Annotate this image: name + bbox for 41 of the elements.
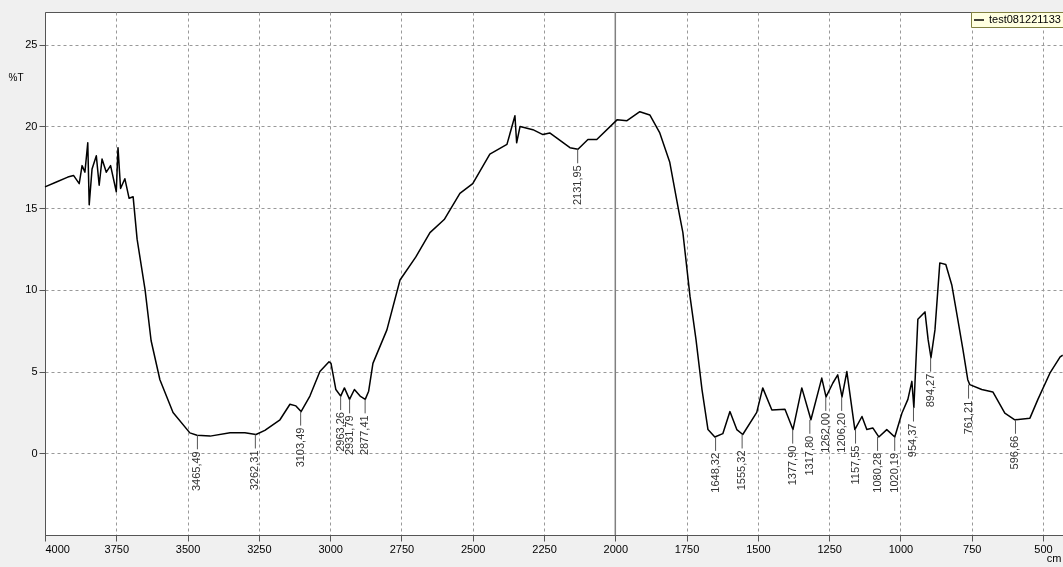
annotation: 1317,80 (802, 435, 815, 476)
y-axis-title: %T (8, 71, 24, 83)
annotation: 3262,31 (248, 450, 261, 491)
x-tick-label: 2250 (532, 542, 557, 555)
x-tick-label: 500 (1034, 542, 1053, 555)
x-tick-label: 1250 (817, 542, 842, 555)
y-tick-label: 10 (25, 283, 38, 296)
x-tick-label: 3000 (318, 542, 343, 555)
x-tick-label: 4000 (45, 542, 70, 555)
x-tick-label: 1000 (888, 542, 914, 555)
annotation: 1157,55 (848, 445, 861, 485)
y-tick-label: 0 (31, 446, 38, 459)
annotation: 1206,20 (834, 412, 847, 453)
annotation: 1020,19 (887, 452, 900, 493)
x-tick-label: 2750 (389, 542, 415, 555)
x-tick-label: 2000 (603, 542, 629, 555)
annotation: 1555,32 (735, 450, 748, 491)
x-tick-label: 3500 (175, 542, 201, 555)
annotation: 1080,28 (870, 452, 883, 493)
x-tick-label: 3250 (247, 542, 272, 555)
annotation: 3103,49 (293, 427, 306, 468)
annotation: 894,27 (923, 373, 936, 408)
annotation: 954,37 (906, 423, 919, 458)
annotation: 1262,00 (818, 412, 831, 453)
x-tick-label: 1750 (674, 542, 700, 555)
y-tick-label: 15 (25, 201, 38, 214)
annotation: 596,66 (1008, 435, 1021, 470)
annotation: 761,21 (961, 400, 974, 435)
legend-label: test081221133 (989, 13, 1061, 25)
y-tick-label: 5 (31, 365, 38, 378)
annotation: 2877,41 (358, 415, 371, 456)
annotation: 1377,90 (785, 445, 798, 486)
y-tick-label: 20 (25, 119, 38, 132)
annotation: 3465,49 (190, 451, 203, 492)
annotation: 1648,32 (708, 452, 721, 493)
x-tick-label: 3750 (104, 542, 130, 555)
x-tick-label: 1500 (746, 542, 771, 555)
x-tick-label: 2500 (460, 542, 486, 555)
x-tick-label: 750 (963, 542, 982, 555)
annotation: 2131,95 (570, 165, 583, 206)
y-tick-label: 25 (25, 38, 38, 51)
